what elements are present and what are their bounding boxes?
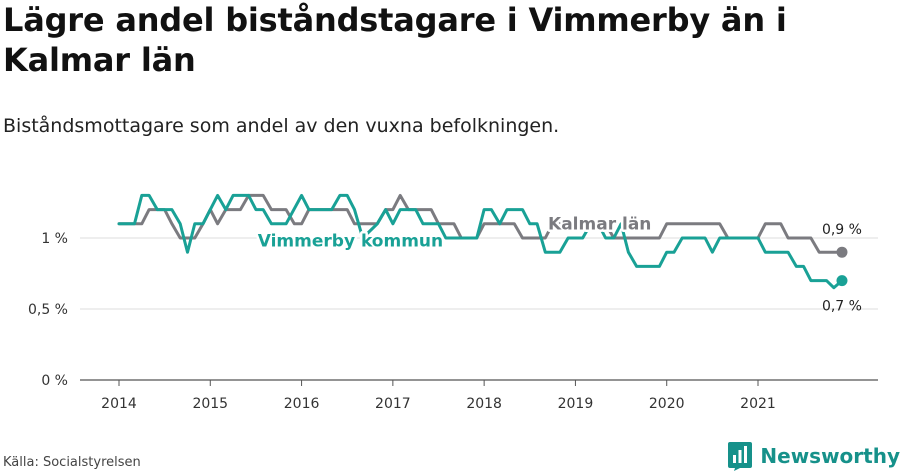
- grid-layer: 0 % 0,5 % 1 %: [28, 231, 878, 389]
- x-axis: 2014 2015 2016 2017 2018 2019 2020 2021: [80, 379, 878, 412]
- x-tick-label: 2019: [558, 396, 594, 412]
- x-tick-label: 2015: [192, 396, 228, 412]
- series-end-point-kalmar: [836, 246, 848, 258]
- y-tick-label: 0,5 %: [28, 302, 68, 318]
- end-value-label-vimmerby: 0,7 %: [822, 299, 862, 315]
- chart-subtitle: Biståndsmottagare som andel av den vuxna…: [3, 115, 560, 137]
- series-end-point-vimmerby: [836, 275, 848, 287]
- x-tick-label: 2016: [284, 396, 320, 412]
- series-layer: [117, 193, 848, 290]
- brand-name: Newsworthy: [760, 444, 900, 468]
- series-name-label-kalmar: Kalmar län: [548, 214, 651, 234]
- series-line-vimmerby: [117, 193, 844, 290]
- line-chart: 0 % 0,5 % 1 % 2014 2015 2016 2017 2018 2019 2020…: [28, 193, 878, 412]
- x-tick-label: 2018: [466, 396, 502, 412]
- newsworthy-logo-icon: [728, 442, 753, 471]
- label-layer: 0,9 % Kalmar län 0,7 % Vimmerby kommun: [255, 212, 862, 315]
- x-tick-label: 2014: [101, 396, 137, 412]
- source-note: Källa: Socialstyrelsen: [3, 455, 141, 470]
- end-value-label-kalmar: 0,9 %: [822, 222, 862, 238]
- series-name-label-vimmerby: Vimmerby kommun: [258, 232, 443, 252]
- brand-logo: Newsworthy: [727, 440, 900, 472]
- y-tick-label: 1 %: [41, 231, 68, 247]
- y-tick-label: 0 %: [41, 373, 68, 389]
- x-tick-label: 2020: [649, 396, 685, 412]
- x-tick-label: 2021: [740, 396, 776, 412]
- x-tick-label: 2017: [375, 396, 411, 412]
- chart-title: Lägre andel biståndstagare i Vimmerby än…: [3, 1, 787, 79]
